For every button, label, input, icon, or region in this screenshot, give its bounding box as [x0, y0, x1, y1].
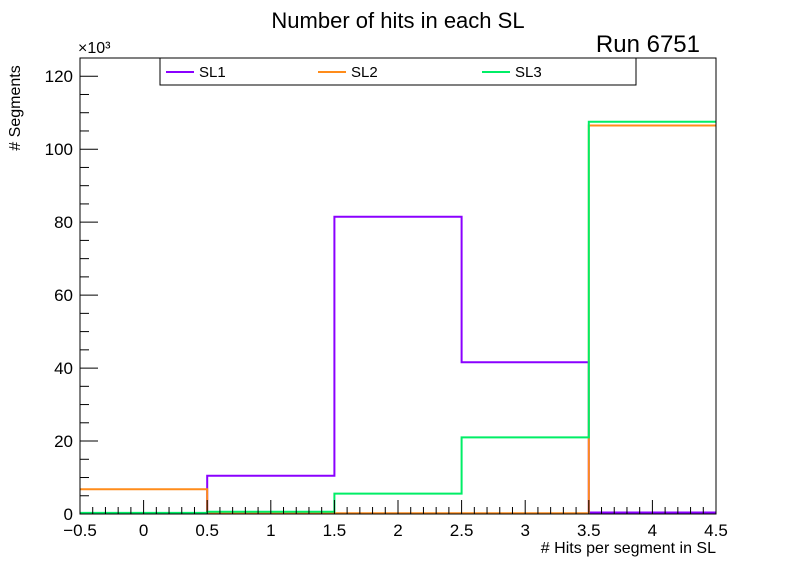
x-tick-label: 2.5	[450, 521, 474, 540]
x-tick-label: 3.5	[577, 521, 601, 540]
legend-label-sl1: SL1	[199, 64, 226, 81]
x-tick-label: 1	[266, 521, 275, 540]
series-sl3-line	[80, 120, 716, 514]
x-tick-label: 2	[393, 521, 402, 540]
x-tick-label: 0	[139, 521, 148, 540]
x-tick-label: 3	[520, 521, 529, 540]
series-sl1-line	[80, 215, 716, 515]
y-axis-title: # Segments	[7, 65, 24, 150]
legend-entries: SL1 SL2 SL3	[166, 64, 542, 81]
chart-title: Number of hits in each SL	[271, 8, 524, 33]
y-tick-label: 20	[54, 432, 73, 451]
series-sl2-line	[80, 124, 716, 515]
series-layer	[80, 120, 716, 515]
y-tick-label: 60	[54, 286, 73, 305]
y-tick-label: 80	[54, 213, 73, 232]
x-axis-title: # Hits per segment in SL	[541, 540, 716, 557]
run-label: Run 6751	[596, 31, 700, 58]
y-tick-label: 100	[45, 140, 73, 159]
x-tick-label: 4.5	[704, 521, 728, 540]
x-tick-label: −0.5	[63, 521, 97, 540]
y-tick-label: 0	[64, 505, 73, 524]
x-tick-label: 1.5	[323, 521, 347, 540]
legend: SL1 SL2 SL3	[159, 57, 637, 86]
legend-label-sl3: SL3	[515, 64, 542, 81]
legend-box	[159, 57, 637, 86]
y-multiplier-label: ×10³	[78, 40, 111, 57]
x-tick-label: 0.5	[195, 521, 219, 540]
legend-label-sl2: SL2	[351, 64, 378, 81]
x-tick-label: 4	[648, 521, 657, 540]
y-tick-label: 40	[54, 359, 73, 378]
y-tick-label: 120	[45, 67, 73, 86]
